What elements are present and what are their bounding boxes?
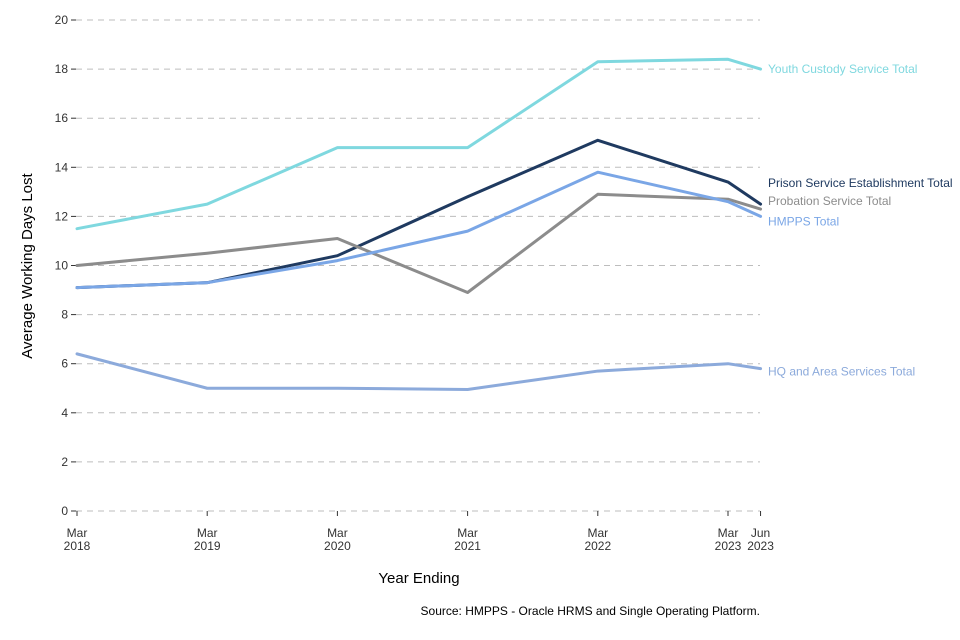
x-tick-label-year: 2019: [194, 539, 221, 553]
x-tick-label-month: Mar: [67, 526, 88, 540]
series-labels: Youth Custody Service Total Prison Servic…: [768, 62, 953, 379]
y-tick-label: 14: [55, 160, 69, 174]
source-note: Source: HMPPS - Oracle HRMS and Single O…: [421, 604, 760, 618]
x-axis-ticks: Mar2018Mar2019Mar2020Mar2021Mar2022Mar20…: [64, 511, 774, 553]
grid-lines: [76, 19, 760, 512]
x-tick-label-year: 2018: [64, 539, 91, 553]
y-tick-label: 18: [55, 62, 69, 76]
series-label: Probation Service Total: [768, 194, 891, 208]
x-tick-label-month: Mar: [327, 526, 348, 540]
y-tick-label: 8: [61, 308, 68, 322]
x-tick-label-year: 2021: [454, 539, 481, 553]
x-tick-label-year: 2023: [715, 539, 742, 553]
y-axis-ticks: 0 2 4 6 8 10 12 14 16 18 20: [55, 13, 76, 518]
x-tick-label-month: Mar: [587, 526, 608, 540]
y-tick-label: 16: [55, 111, 69, 125]
x-tick-label-month: Jun: [751, 526, 770, 540]
y-tick-label: 10: [55, 259, 69, 273]
x-tick-label-month: Mar: [457, 526, 478, 540]
x-axis-title: Year Ending: [378, 570, 459, 587]
series-lines: [75, 57, 763, 391]
x-tick-label-year: 2023: [747, 539, 774, 553]
y-tick-label: 6: [61, 357, 68, 371]
x-tick-label-year: 2022: [584, 539, 611, 553]
series-line-youth-custody-service-total: [75, 57, 763, 231]
series-label: Youth Custody Service Total: [768, 62, 917, 76]
y-tick-label: 4: [61, 406, 68, 420]
y-tick-label: 0: [61, 504, 68, 518]
series-line-probation-service-total: [75, 192, 763, 295]
x-tick-label-month: Mar: [718, 526, 739, 540]
y-tick-label: 2: [61, 455, 68, 469]
series-label: HQ and Area Services Total: [768, 365, 915, 379]
series-line-hmpps-total: [75, 170, 763, 290]
series-label: HMPPS Total: [768, 214, 839, 228]
y-axis-title: Average Working Days Lost: [19, 172, 36, 358]
y-tick-label: 12: [55, 209, 69, 223]
x-tick-label-month: Mar: [197, 526, 218, 540]
y-tick-label: 20: [55, 13, 69, 27]
series-line-hq-and-area-services-total: [75, 352, 763, 391]
x-tick-label-year: 2020: [324, 539, 351, 553]
series-label: Prison Service Establishment Total: [768, 176, 953, 190]
